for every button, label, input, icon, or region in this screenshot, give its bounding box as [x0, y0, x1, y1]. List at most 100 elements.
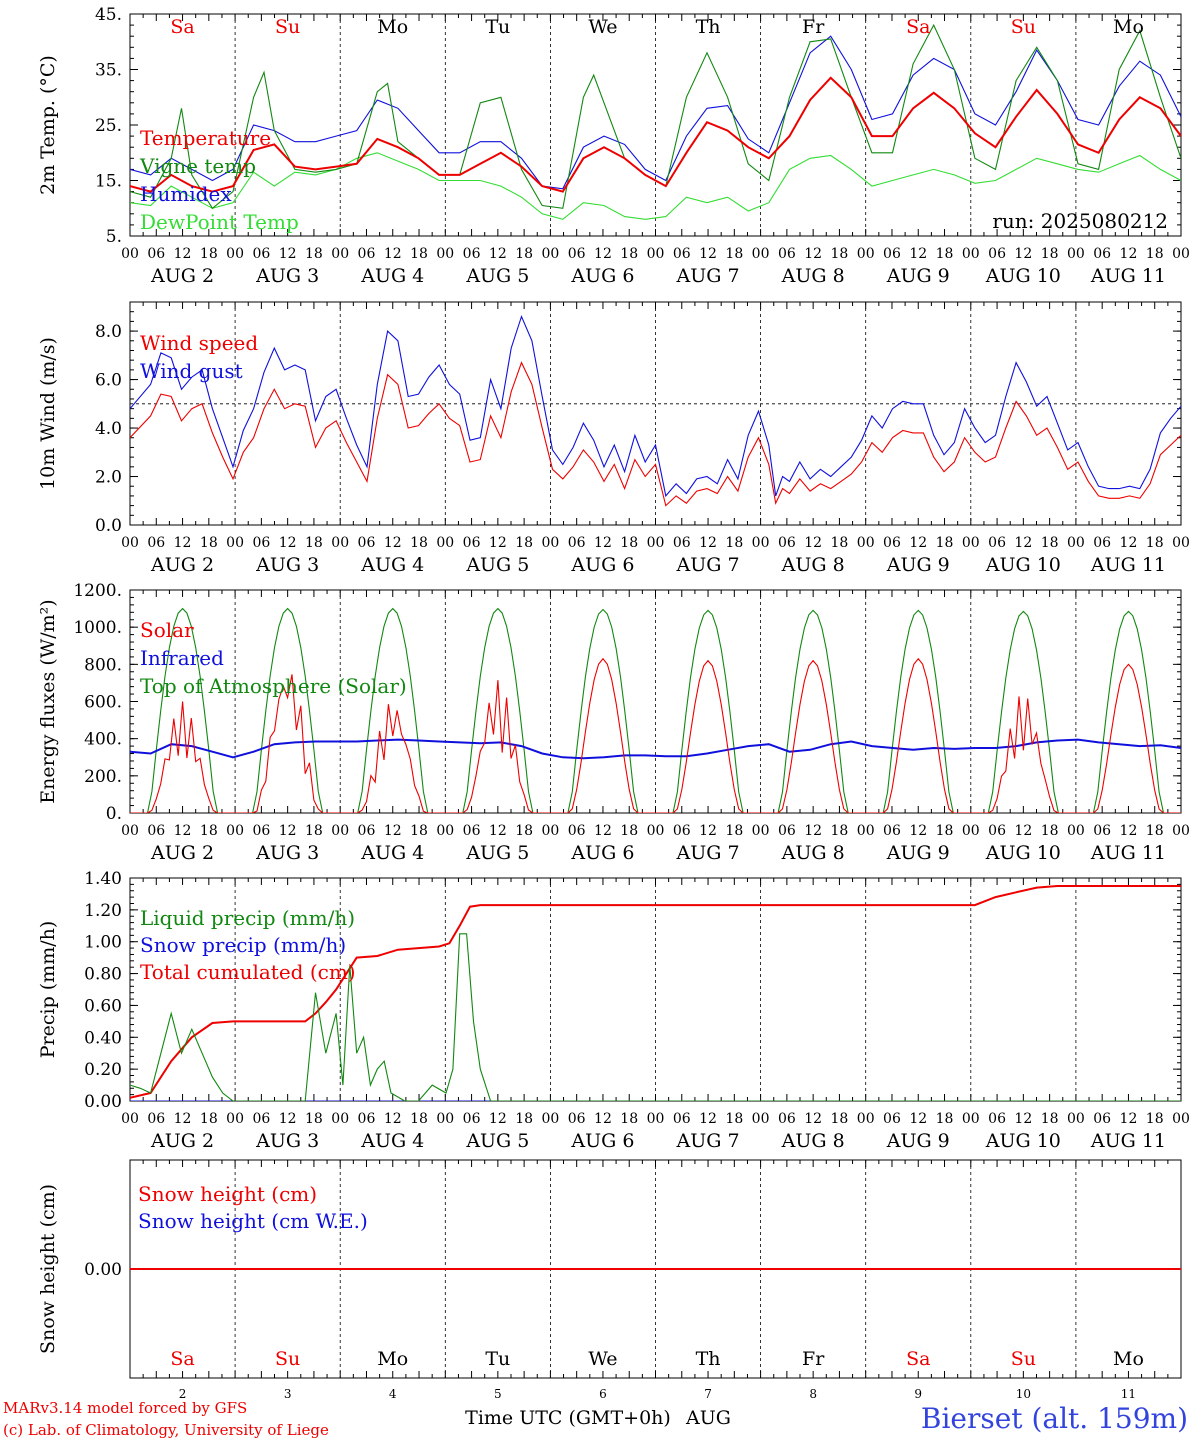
hour-tick-label: 06: [673, 823, 691, 839]
hour-tick-label: 18: [305, 246, 323, 262]
hour-tick-label: 18: [410, 246, 428, 262]
date-label: AUG 2: [150, 1130, 214, 1152]
hour-tick-label: 18: [620, 1111, 638, 1127]
legend-entry: Snow height (cm W.E.): [138, 1209, 368, 1233]
weekday-label: We: [588, 16, 617, 38]
hour-tick-label: 18: [515, 823, 533, 839]
y-tick-label: 1.20: [84, 901, 122, 921]
hour-tick-label: 18: [725, 823, 743, 839]
hour-tick-label: 00: [436, 535, 454, 551]
hour-tick-label: 18: [1146, 246, 1164, 262]
hour-tick-label: 18: [1041, 535, 1059, 551]
hour-tick-label: 12: [489, 823, 507, 839]
hour-tick-label: 18: [1041, 823, 1059, 839]
hour-tick-label: 06: [252, 823, 270, 839]
date-label: AUG 5: [465, 842, 529, 864]
hour-tick-label: 06: [673, 1111, 691, 1127]
hour-tick-label: 18: [410, 1111, 428, 1127]
date-label: AUG 5: [465, 554, 529, 576]
hour-tick-label: 06: [883, 823, 901, 839]
hour-tick-label: 06: [883, 1111, 901, 1127]
hour-tick-label: 12: [909, 1111, 927, 1127]
date-number-label: 8: [809, 1387, 817, 1401]
hour-tick-label: 06: [988, 535, 1006, 551]
hour-tick-label: 18: [725, 246, 743, 262]
hour-tick-label: 06: [147, 246, 165, 262]
date-label: AUG 10: [985, 1130, 1061, 1152]
hour-tick-label: 06: [1093, 1111, 1111, 1127]
hour-tick-label: 00: [1067, 535, 1085, 551]
hour-tick-label: 06: [358, 1111, 376, 1127]
y-tick-label: 0.00: [84, 1092, 122, 1112]
hour-tick-label: 06: [463, 1111, 481, 1127]
hour-tick-label: 06: [778, 535, 796, 551]
date-label: AUG 8: [781, 842, 845, 864]
hour-tick-label: 18: [620, 823, 638, 839]
y-tick-label: 0.00: [84, 1260, 122, 1280]
date-label: AUG 4: [360, 842, 424, 864]
hour-tick-label: 00: [436, 823, 454, 839]
weekday-label: Sa: [906, 16, 930, 38]
hour-tick-label: 06: [358, 823, 376, 839]
hour-tick-label: 12: [594, 1111, 612, 1127]
y-tick-label: 6.0: [95, 371, 122, 391]
hour-tick-label: 00: [752, 823, 770, 839]
hour-tick-label: 18: [1041, 1111, 1059, 1127]
hour-tick-label: 18: [200, 823, 218, 839]
hour-tick-label: 06: [568, 535, 586, 551]
panel-4: 0.00 0.20 0.40 0.60 0.80 1.00 1.20 1.40 Precip (…: [37, 869, 1190, 1152]
legend-entry: Vigne temp: [139, 154, 256, 178]
panel-2: 0.0 2.0 4.0 6.0 8.0 10m Wind (m/s) Wind speed W…: [37, 301, 1190, 576]
y-tick-label: 0.20: [84, 1060, 122, 1080]
date-label: AUG 10: [985, 265, 1061, 287]
hour-tick-label: 12: [489, 1111, 507, 1127]
weekday-label: Su: [275, 1348, 300, 1370]
y-axis-label: Precip (mm/h): [37, 921, 59, 1059]
series-line-wind-speed: [130, 361, 1181, 507]
hour-tick-label: 00: [1067, 246, 1085, 262]
hour-tick-label: 06: [1093, 246, 1111, 262]
x-axis-label: Time UTC (GMT+0h): [465, 1407, 671, 1429]
hour-tick-label: 06: [463, 246, 481, 262]
date-number-label: 6: [599, 1387, 607, 1401]
weekday-label: Tu: [485, 1348, 510, 1370]
hour-tick-label: 06: [568, 246, 586, 262]
hour-tick-label: 12: [1120, 535, 1138, 551]
hour-tick-label: 06: [778, 823, 796, 839]
weekday-label: We: [588, 1348, 617, 1370]
series-line-temperature: [130, 76, 1181, 193]
weekday-label: Sa: [170, 1348, 194, 1370]
weekday-label: Mo: [377, 16, 408, 38]
hour-tick-label: 06: [568, 823, 586, 839]
series-line-wind-gust: [130, 314, 1181, 498]
hour-tick-label: 18: [305, 823, 323, 839]
legend-entry: Liquid precip (mm/h): [140, 906, 355, 930]
date-label: AUG 11: [1090, 554, 1166, 576]
date-label: AUG 6: [570, 842, 634, 864]
y-tick-label: 600.: [84, 693, 122, 713]
hour-tick-label: 00: [752, 535, 770, 551]
hour-tick-label: 00: [1172, 535, 1190, 551]
hour-tick-label: 00: [1067, 823, 1085, 839]
y-axis-label: 2m Temp. (°C): [37, 55, 59, 195]
hour-tick-label: 06: [883, 246, 901, 262]
hour-tick-label: 00: [331, 535, 349, 551]
y-tick-label: 200.: [84, 767, 122, 787]
hour-tick-label: 06: [252, 535, 270, 551]
weekday-label: Tu: [485, 16, 510, 38]
date-label: AUG 8: [781, 554, 845, 576]
hour-tick-label: 06: [673, 535, 691, 551]
legend-entry: Solar: [140, 618, 194, 642]
hour-tick-label: 12: [1014, 535, 1032, 551]
hour-tick-label: 12: [174, 246, 192, 262]
credit-line-1: MARv3.14 model forced by GFS: [3, 1399, 247, 1417]
series-line-total-cumulated-cm-: [130, 885, 1181, 1099]
hour-tick-label: 00: [857, 1111, 875, 1127]
hour-tick-label: 06: [463, 823, 481, 839]
date-number-label: 5: [494, 1387, 502, 1401]
hour-tick-label: 06: [252, 1111, 270, 1127]
hour-tick-label: 00: [541, 535, 559, 551]
hour-tick-label: 18: [1041, 246, 1059, 262]
hour-tick-label: 12: [699, 246, 717, 262]
legend-entry: Wind speed: [140, 331, 258, 355]
